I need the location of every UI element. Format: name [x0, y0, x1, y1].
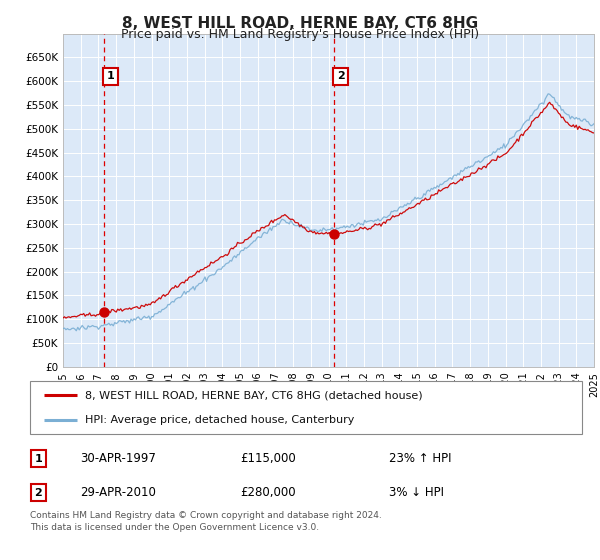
Text: 30-APR-1997: 30-APR-1997	[80, 452, 155, 465]
Text: 8, WEST HILL ROAD, HERNE BAY, CT6 8HG (detached house): 8, WEST HILL ROAD, HERNE BAY, CT6 8HG (d…	[85, 390, 423, 400]
Text: 8, WEST HILL ROAD, HERNE BAY, CT6 8HG: 8, WEST HILL ROAD, HERNE BAY, CT6 8HG	[122, 16, 478, 31]
Text: HPI: Average price, detached house, Canterbury: HPI: Average price, detached house, Cant…	[85, 414, 355, 424]
Text: 2: 2	[337, 72, 345, 81]
Text: £280,000: £280,000	[240, 486, 295, 499]
Text: £115,000: £115,000	[240, 452, 296, 465]
FancyBboxPatch shape	[30, 381, 582, 434]
Text: 23% ↑ HPI: 23% ↑ HPI	[389, 452, 451, 465]
Text: 1: 1	[34, 454, 42, 464]
Text: Price paid vs. HM Land Registry's House Price Index (HPI): Price paid vs. HM Land Registry's House …	[121, 28, 479, 41]
Text: Contains HM Land Registry data © Crown copyright and database right 2024.
This d: Contains HM Land Registry data © Crown c…	[30, 511, 382, 532]
Text: 3% ↓ HPI: 3% ↓ HPI	[389, 486, 444, 499]
Text: 29-APR-2010: 29-APR-2010	[80, 486, 155, 499]
Text: 1: 1	[107, 72, 115, 81]
Text: 2: 2	[34, 488, 42, 498]
